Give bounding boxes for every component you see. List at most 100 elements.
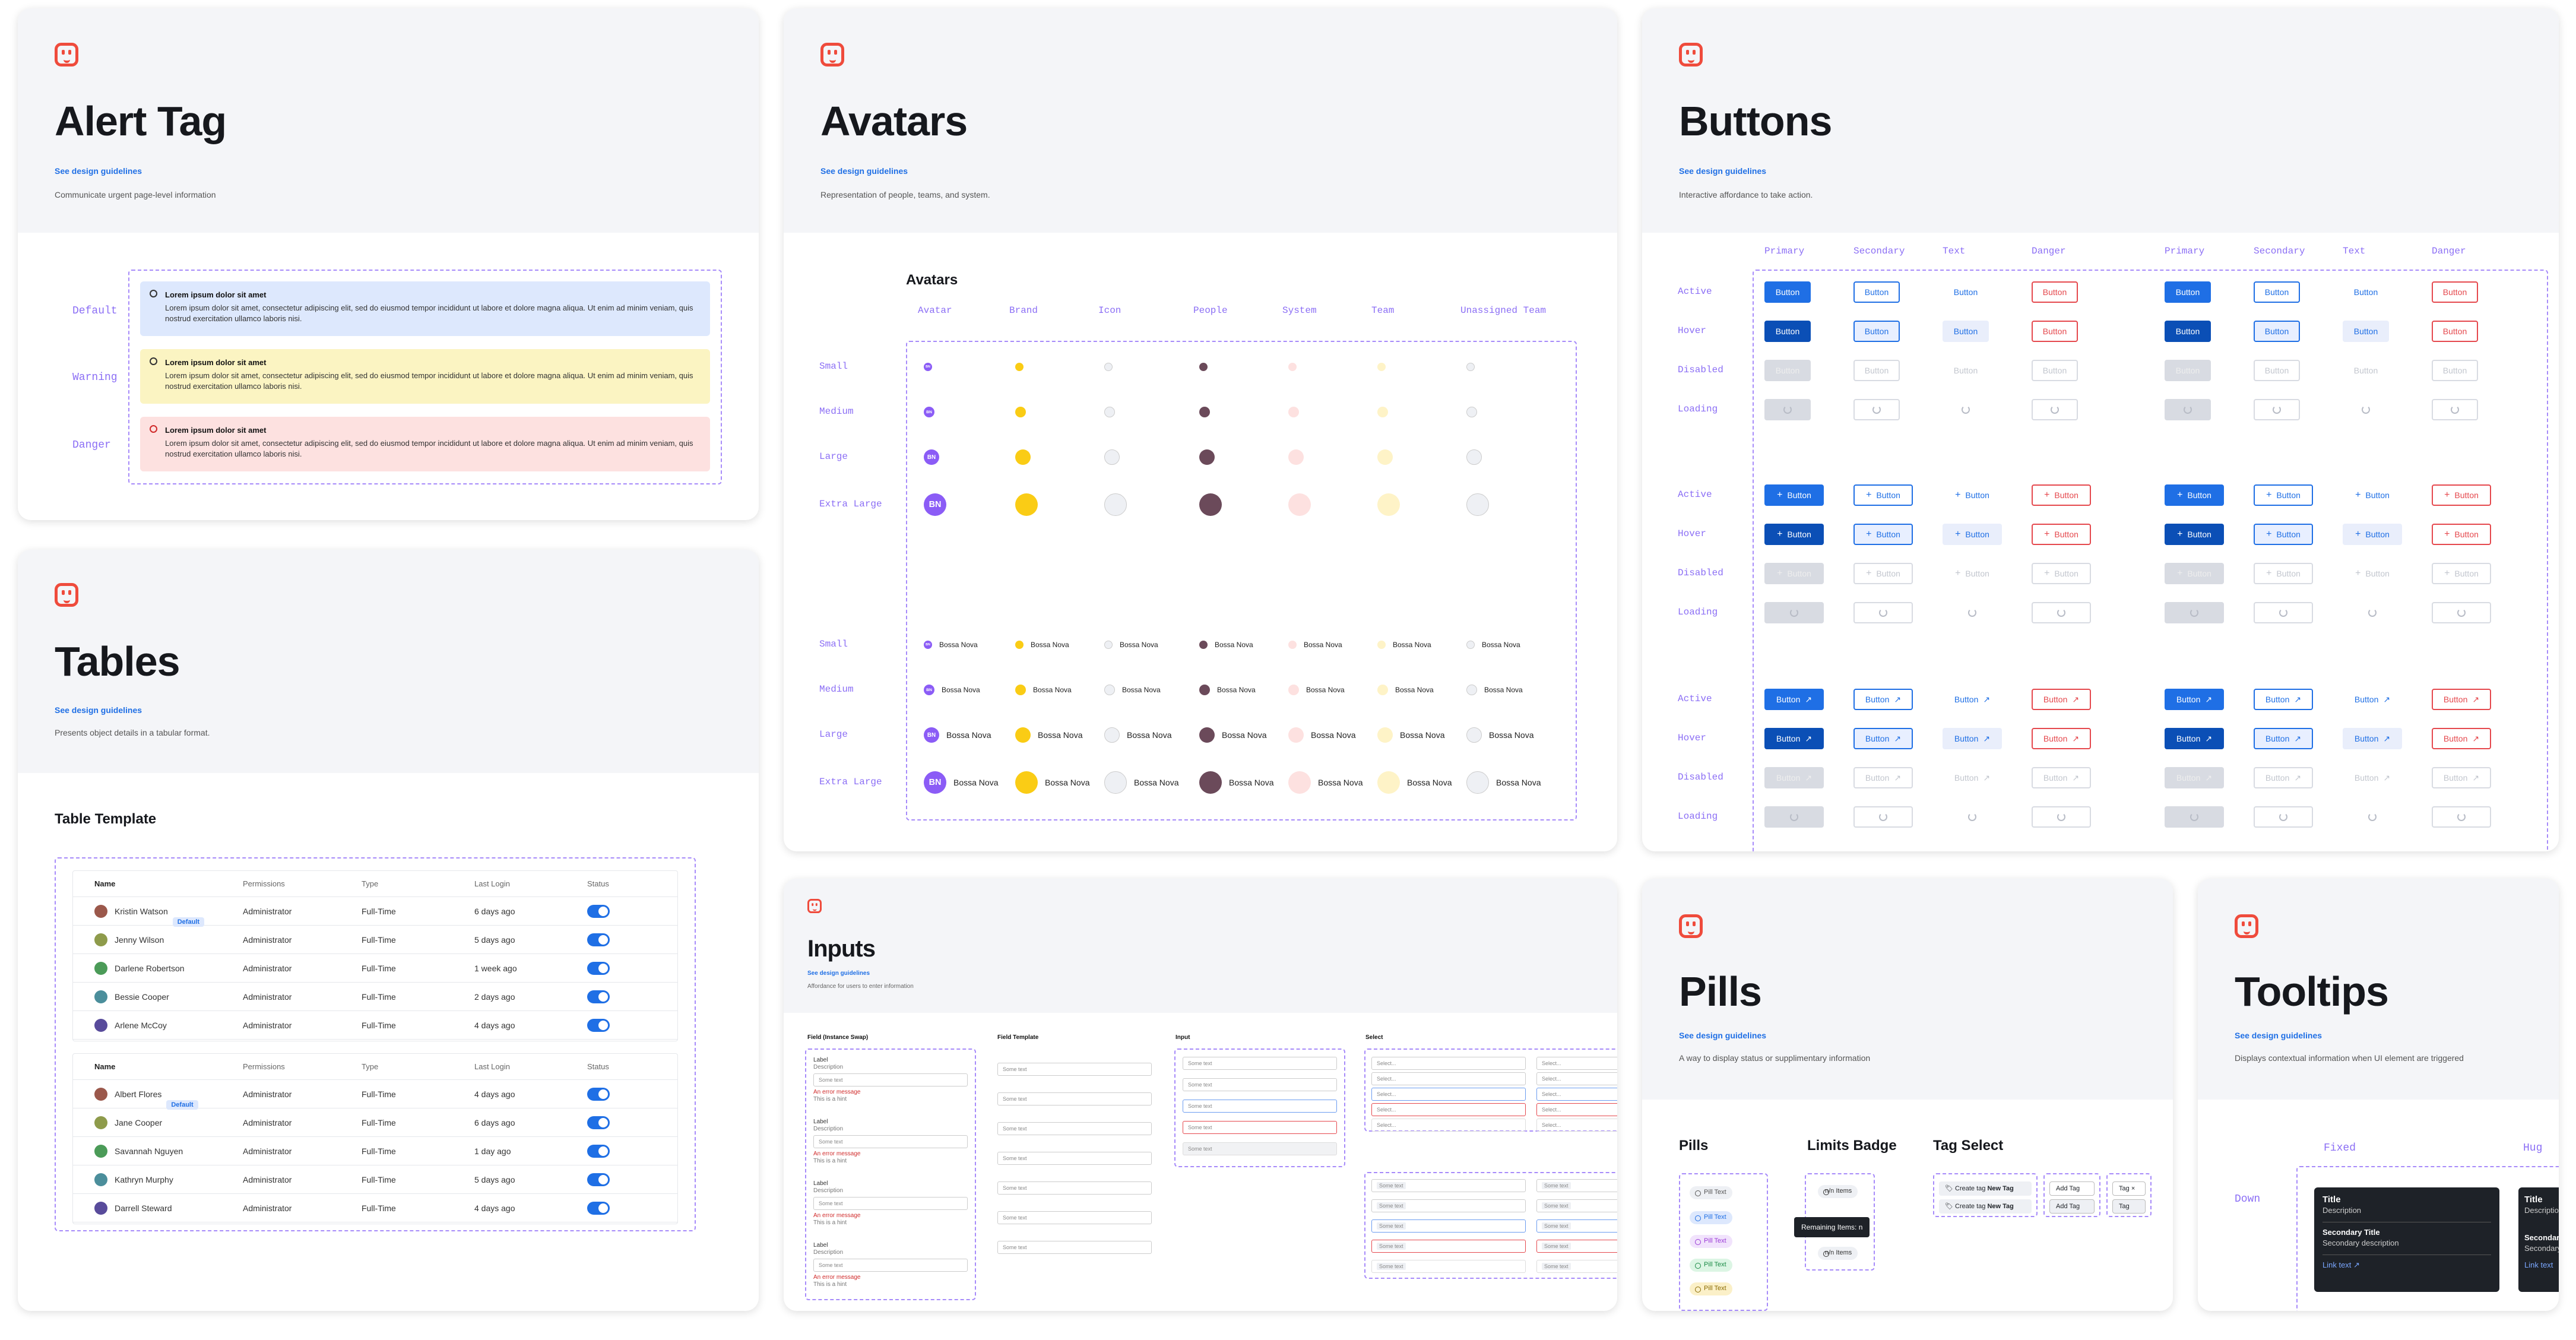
add-tag-button[interactable]: Add Tag <box>2049 1181 2095 1196</box>
button[interactable]: Button ↗ <box>2343 728 2402 749</box>
table-row[interactable]: Jenny Wilson Administrator Full-Time 5 days… <box>73 926 677 954</box>
button[interactable]: + Button <box>2165 524 2224 545</box>
button[interactable] <box>1764 602 1824 623</box>
button[interactable] <box>1853 806 1913 828</box>
template-field[interactable]: Some text <box>997 1241 1152 1254</box>
button[interactable] <box>2254 806 2313 828</box>
button[interactable]: + Button <box>1943 524 2002 545</box>
template-field[interactable]: Some text <box>997 1181 1152 1195</box>
button[interactable]: + Button <box>2254 524 2313 545</box>
button[interactable]: + Button <box>2343 524 2402 545</box>
button[interactable]: + Button <box>2032 484 2091 506</box>
guidelines-link[interactable]: See design guidelines <box>2235 1031 2322 1040</box>
status-toggle[interactable] <box>587 1202 610 1215</box>
table-row[interactable]: Darlene Robertson Administrator Full-Time 1… <box>73 954 677 983</box>
select-field[interactable]: Select... <box>1536 1119 1617 1132</box>
button[interactable]: Button ↗ <box>2032 689 2091 710</box>
button[interactable]: Button <box>1943 360 1989 381</box>
button[interactable]: + Button <box>2032 524 2091 545</box>
input-field[interactable]: Some text <box>1183 1121 1337 1134</box>
status-toggle[interactable] <box>587 905 610 918</box>
button[interactable]: + Button <box>2165 484 2224 506</box>
button[interactable]: Button <box>1943 281 1989 303</box>
status-toggle[interactable] <box>587 1173 610 1186</box>
create-tag-option[interactable]: 🏷 Create tag New Tag <box>1939 1181 2032 1196</box>
button[interactable]: Button ↗ <box>1853 767 1913 788</box>
status-toggle[interactable] <box>587 1145 610 1158</box>
multi-select-field[interactable]: Some text <box>1371 1240 1526 1253</box>
multi-select-field[interactable]: Some text <box>1371 1179 1526 1192</box>
button[interactable]: Button ↗ <box>1764 689 1824 710</box>
column-header[interactable]: Status <box>587 879 609 888</box>
button[interactable]: Button <box>1764 281 1811 303</box>
button[interactable]: + Button <box>2165 563 2224 584</box>
button[interactable]: Button <box>2343 281 2389 303</box>
table-row[interactable]: Savannah Nguyen Administrator Full-Time 1 d… <box>73 1137 677 1165</box>
button[interactable]: Button <box>2254 281 2300 303</box>
column-header[interactable]: Last Login <box>474 879 510 888</box>
button[interactable]: Button ↗ <box>2343 767 2402 788</box>
button[interactable] <box>1853 602 1913 623</box>
button[interactable]: Button <box>1853 360 1900 381</box>
button[interactable]: Button <box>2032 281 2078 303</box>
select-field[interactable]: Select... <box>1536 1103 1617 1116</box>
button[interactable]: Button <box>2343 321 2389 342</box>
guidelines-link[interactable]: See design guidelines <box>55 705 142 715</box>
column-header[interactable]: Name <box>94 879 116 888</box>
button[interactable]: Button <box>2165 281 2211 303</box>
template-field[interactable]: Some text <box>997 1211 1152 1224</box>
button[interactable]: + Button <box>1764 563 1824 584</box>
button[interactable]: + Button <box>1943 563 2002 584</box>
select-field[interactable]: Select... <box>1371 1103 1526 1116</box>
multi-select-field[interactable]: Some text <box>1536 1260 1617 1273</box>
button[interactable]: Button <box>1943 321 1989 342</box>
select-field[interactable]: Select... <box>1536 1088 1617 1101</box>
button[interactable]: Button <box>2165 321 2211 342</box>
status-toggle[interactable] <box>587 1019 610 1032</box>
button[interactable] <box>1943 806 2002 828</box>
text-field[interactable]: Some text <box>813 1197 968 1210</box>
button[interactable]: Button ↗ <box>1764 767 1824 788</box>
button[interactable]: Button <box>2254 321 2300 342</box>
text-field[interactable]: Some text <box>813 1073 968 1086</box>
guidelines-link[interactable]: See design guidelines <box>55 166 142 176</box>
button[interactable]: Button <box>2032 321 2078 342</box>
table-row[interactable]: Darrell Steward Administrator Full-Time 4 d… <box>73 1194 677 1222</box>
status-toggle[interactable] <box>587 962 610 975</box>
button[interactable]: Button ↗ <box>2254 767 2313 788</box>
button[interactable]: Button ↗ <box>2165 728 2224 749</box>
tag-chip[interactable]: Tag × <box>2112 1181 2146 1196</box>
button[interactable]: Button ↗ <box>2254 728 2313 749</box>
button[interactable]: + Button <box>2432 524 2491 545</box>
button[interactable]: Button ↗ <box>2032 767 2091 788</box>
select-field[interactable]: Select... <box>1371 1072 1526 1085</box>
multi-select-field[interactable]: Some text <box>1371 1260 1526 1273</box>
button[interactable] <box>2032 399 2078 420</box>
select-field[interactable]: Select... <box>1371 1057 1526 1070</box>
button[interactable] <box>1943 399 1989 420</box>
status-toggle[interactable] <box>587 933 610 946</box>
add-tag-button[interactable]: Add Tag <box>2049 1199 2095 1214</box>
button[interactable] <box>2165 806 2224 828</box>
tooltip-link[interactable]: Link text ↗ <box>2322 1260 2360 1269</box>
create-tag-option[interactable]: 🏷 Create tag New Tag <box>1939 1199 2032 1214</box>
button[interactable]: Button <box>2032 360 2078 381</box>
column-header[interactable]: Status <box>587 1062 609 1071</box>
button[interactable]: Button <box>1853 281 1900 303</box>
multi-select-field[interactable]: Some text <box>1371 1219 1526 1233</box>
button[interactable] <box>2343 399 2389 420</box>
close-icon[interactable]: × <box>2131 1185 2135 1192</box>
table-row[interactable]: Kathryn Murphy Administrator Full-Time 5 da… <box>73 1165 677 1194</box>
button[interactable]: Button ↗ <box>1943 767 2002 788</box>
button[interactable] <box>2032 602 2091 623</box>
button[interactable]: + Button <box>2343 484 2402 506</box>
guidelines-link[interactable]: See design guidelines <box>820 166 908 176</box>
multi-select-field[interactable]: Some text <box>1371 1199 1526 1212</box>
button[interactable]: Button ↗ <box>2165 689 2224 710</box>
button[interactable] <box>2165 399 2211 420</box>
select-field[interactable]: Select... <box>1371 1119 1526 1132</box>
button[interactable] <box>2432 602 2491 623</box>
input-field[interactable]: Some text <box>1183 1142 1337 1155</box>
text-field[interactable]: Some text <box>813 1135 968 1148</box>
column-header[interactable]: Name <box>94 1062 116 1071</box>
